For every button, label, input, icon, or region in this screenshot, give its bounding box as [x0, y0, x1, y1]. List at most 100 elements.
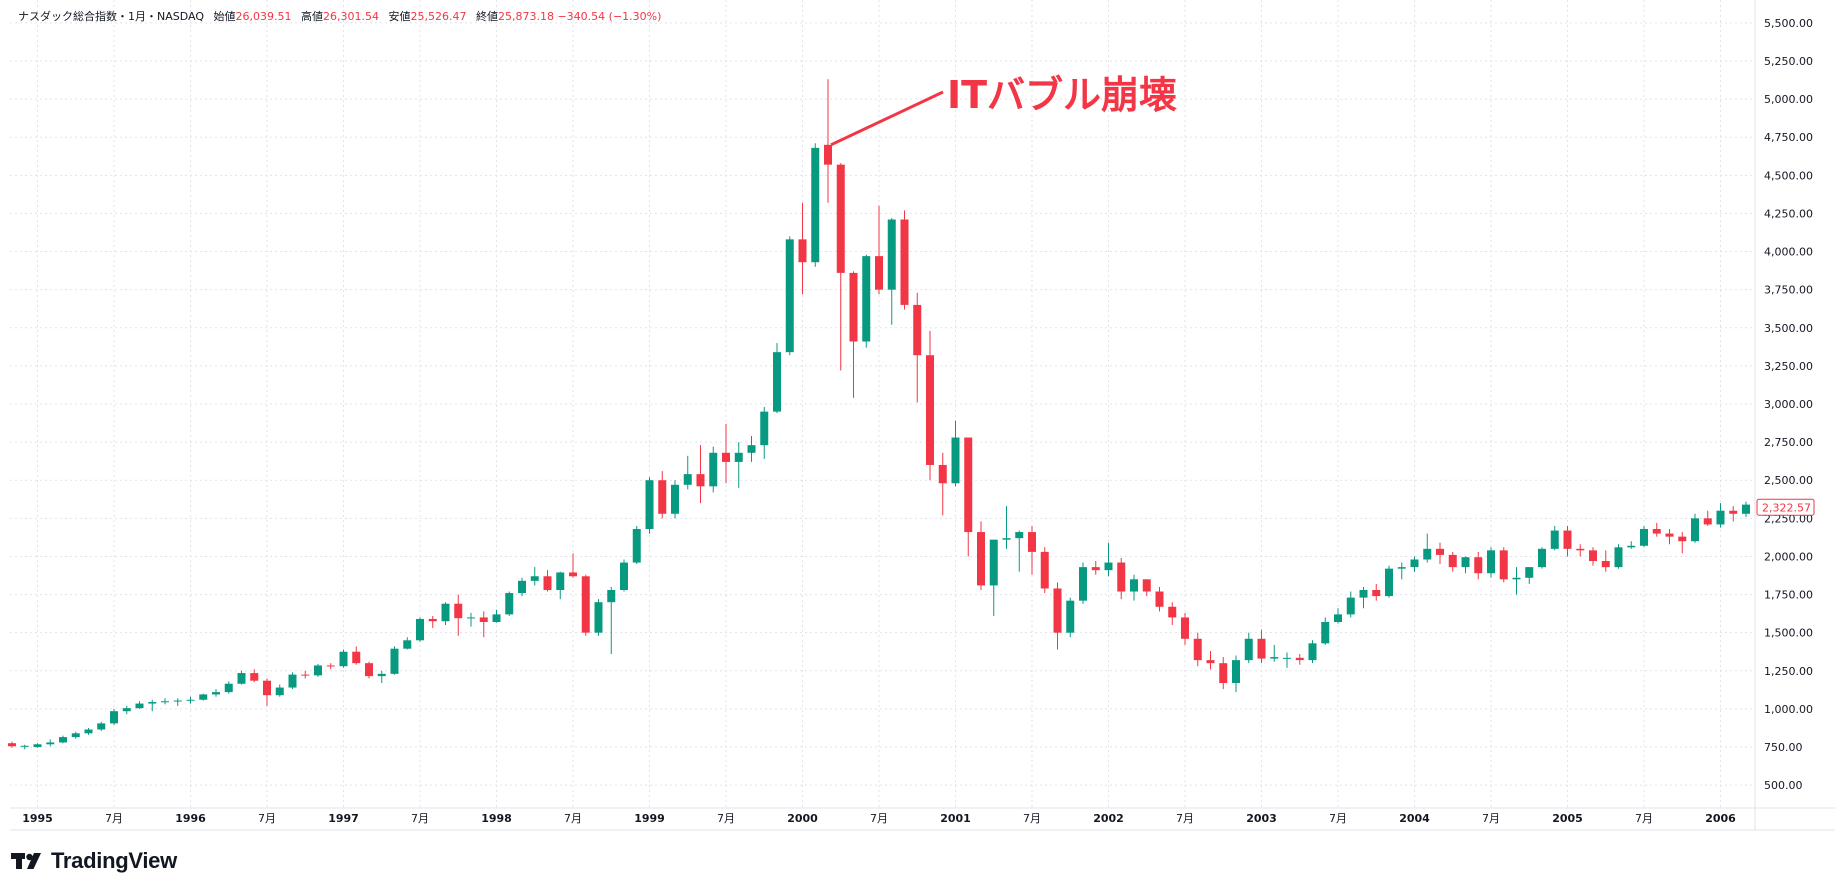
y-tick-label: 3,500.00	[1764, 322, 1813, 335]
brand-name: TradingView	[51, 848, 177, 873]
open-value: 26,039.51	[235, 10, 292, 23]
y-tick-label: 3,000.00	[1764, 398, 1813, 411]
candle-body	[428, 618, 437, 622]
y-tick-label: 3,750.00	[1764, 284, 1813, 297]
candle-body	[989, 539, 998, 586]
candle-body	[1053, 588, 1062, 633]
x-tick-label: 1999	[634, 812, 665, 825]
y-tick-label: 2,750.00	[1764, 436, 1813, 449]
candle-body	[722, 452, 730, 462]
candle-body	[212, 692, 220, 695]
candle-body	[1589, 550, 1597, 562]
x-tick-label: 7月	[1329, 812, 1347, 825]
candle-body	[1716, 510, 1725, 525]
candle-body	[1193, 638, 1202, 661]
candle-body	[1130, 579, 1138, 592]
candle-body	[199, 694, 208, 700]
x-tick-label: 7月	[870, 812, 888, 825]
candle-body	[390, 648, 399, 674]
x-tick-label: 2002	[1093, 812, 1124, 825]
candle-body	[148, 702, 157, 704]
price-axis[interactable]: 500.00 750.00 1,000.00 1,250.00 1,500.00 1,75…	[1756, 17, 1815, 792]
candle-body	[581, 576, 590, 633]
y-tick-label: 5,000.00	[1764, 93, 1813, 106]
candle-body	[900, 219, 909, 305]
candle-body	[1665, 533, 1674, 537]
candles	[8, 79, 1750, 750]
x-tick-label: 2003	[1246, 812, 1277, 825]
candle-body	[237, 673, 246, 684]
candle-body	[1334, 614, 1342, 623]
candle-body	[1359, 589, 1368, 598]
x-tick-label: 7月	[1023, 812, 1041, 825]
candle-body	[1703, 518, 1712, 525]
candle-body	[71, 733, 80, 738]
change-value: −340.54 (−1.30%)	[557, 10, 662, 23]
x-tick-label: 7月	[1635, 812, 1653, 825]
candle-body	[683, 474, 692, 485]
candle-body	[1474, 557, 1483, 574]
x-tick-label: 1997	[328, 812, 359, 825]
low-value: 25,526.47	[410, 10, 467, 23]
candle-body	[632, 529, 641, 563]
candle-body	[263, 680, 271, 696]
x-tick-label: 7月	[1176, 812, 1194, 825]
candle-body	[416, 618, 424, 641]
candle-body	[1028, 532, 1036, 552]
low-label: 安値	[388, 10, 411, 23]
y-tick-label: 4,500.00	[1764, 169, 1813, 182]
candle-body	[1385, 568, 1393, 597]
time-axis[interactable]: 1995 7月 1996 7月 1997 7月 1998 7月 1999 7月 2000 7月 2001…	[22, 812, 1736, 825]
candle-body	[849, 272, 858, 342]
annotation-text: ITバブル崩壊	[947, 73, 1177, 117]
candle-body	[696, 474, 705, 487]
candle-body	[1091, 567, 1100, 571]
candle-body	[326, 665, 335, 667]
candle-body	[288, 674, 297, 688]
candle-body	[658, 480, 667, 514]
candle-body	[1742, 504, 1750, 514]
candle-body	[887, 219, 896, 290]
candle-body	[913, 304, 922, 356]
x-tick-label: 2004	[1399, 812, 1430, 825]
x-tick-label: 2000	[787, 812, 818, 825]
x-tick-label: 1996	[175, 812, 206, 825]
last-price-label: 2,322.57	[1762, 501, 1811, 514]
candle-body	[1066, 600, 1075, 633]
x-tick-label: 1995	[22, 812, 53, 825]
candle-body	[97, 723, 106, 730]
x-tick-label: 2005	[1552, 812, 1583, 825]
candle-body	[1448, 554, 1457, 568]
tradingview-logo[interactable]: TradingView	[11, 848, 177, 874]
candle-body	[620, 562, 628, 590]
candle-body	[173, 700, 182, 702]
candle-body	[479, 617, 488, 623]
candle-body	[645, 480, 654, 530]
candle-body	[977, 532, 985, 586]
candle-body	[301, 674, 310, 676]
x-tick-label: 7月	[717, 812, 735, 825]
last-price-badge	[1756, 498, 1815, 516]
tradingview-logo-icon	[11, 853, 41, 869]
candle-body	[1079, 567, 1087, 601]
candle-body	[1104, 562, 1113, 571]
y-tick-label: 2,000.00	[1764, 550, 1813, 563]
candle-body	[760, 411, 769, 446]
candle-body	[122, 708, 131, 712]
y-tick-label: 4,750.00	[1764, 131, 1813, 144]
candle-body	[1729, 510, 1738, 514]
candle-body	[314, 665, 322, 676]
candle-body	[1142, 579, 1151, 592]
candle-body	[1117, 562, 1126, 592]
candle-body	[530, 576, 539, 581]
candle-body	[84, 729, 93, 734]
candle-body	[339, 651, 348, 667]
y-tick-label: 1,000.00	[1764, 703, 1813, 716]
candle-body	[1487, 550, 1495, 574]
candle-body	[59, 737, 67, 743]
symbol-label[interactable]: ナスダック総合指数・1月・NASDAQ	[18, 10, 205, 23]
candle-body	[875, 256, 883, 290]
candle-body	[785, 239, 794, 353]
